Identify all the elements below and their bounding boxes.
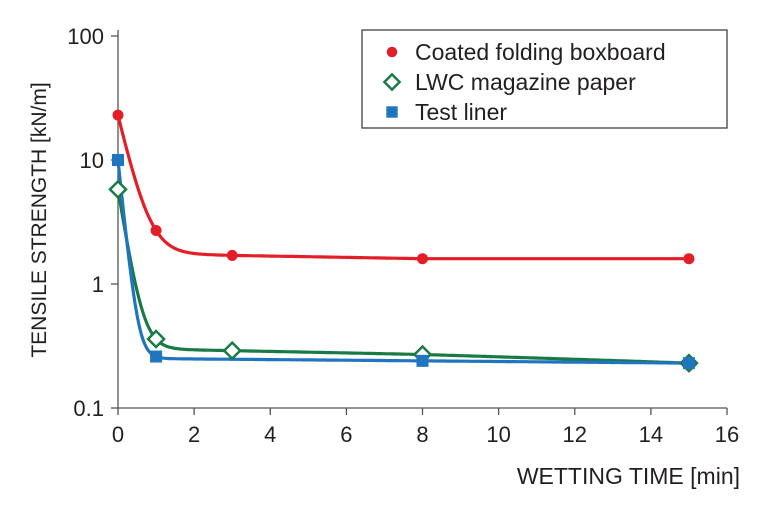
y-tick-label: 0.1 <box>73 396 104 421</box>
data-point <box>146 329 166 349</box>
data-point <box>108 179 128 200</box>
legend-label: Test liner <box>415 99 507 125</box>
y-tick-label: 1 <box>92 272 104 297</box>
data-point <box>226 249 238 261</box>
x-tick-label: 10 <box>486 422 510 447</box>
data-point <box>112 154 124 166</box>
x-tick-label: 4 <box>264 422 276 447</box>
series-line <box>116 159 689 365</box>
data-point <box>417 253 428 265</box>
x-tick-label: 16 <box>715 422 739 447</box>
legend-marker <box>382 72 402 92</box>
legend-label: Coated folding boxboard <box>415 39 666 65</box>
series-line <box>116 114 689 261</box>
data-point <box>112 109 124 121</box>
data-point <box>682 357 695 370</box>
y-tick-label: 100 <box>67 24 104 49</box>
legend-box <box>361 29 728 129</box>
x-axis-label: WETTING TIME [min] <box>517 463 740 489</box>
legend-marker <box>386 46 398 58</box>
x-tick-label: 14 <box>639 422 663 447</box>
x-tick-label: 8 <box>416 422 428 447</box>
x-tick-label: 12 <box>563 422 587 447</box>
data-point <box>416 354 429 367</box>
x-tick-label: 0 <box>112 422 124 447</box>
data-point <box>222 340 242 361</box>
series-line <box>116 189 689 365</box>
x-tick-label: 6 <box>340 422 352 447</box>
data-point <box>150 350 163 363</box>
data-point <box>683 253 695 265</box>
legend-label: LWC magazine paper <box>415 69 636 95</box>
legend-marker <box>386 106 398 118</box>
y-axis-label: TENSILE STRENGTH [kN/m] <box>28 82 51 357</box>
x-tick-label: 2 <box>188 422 200 447</box>
data-point <box>150 225 162 237</box>
y-tick-label: 10 <box>80 148 104 173</box>
